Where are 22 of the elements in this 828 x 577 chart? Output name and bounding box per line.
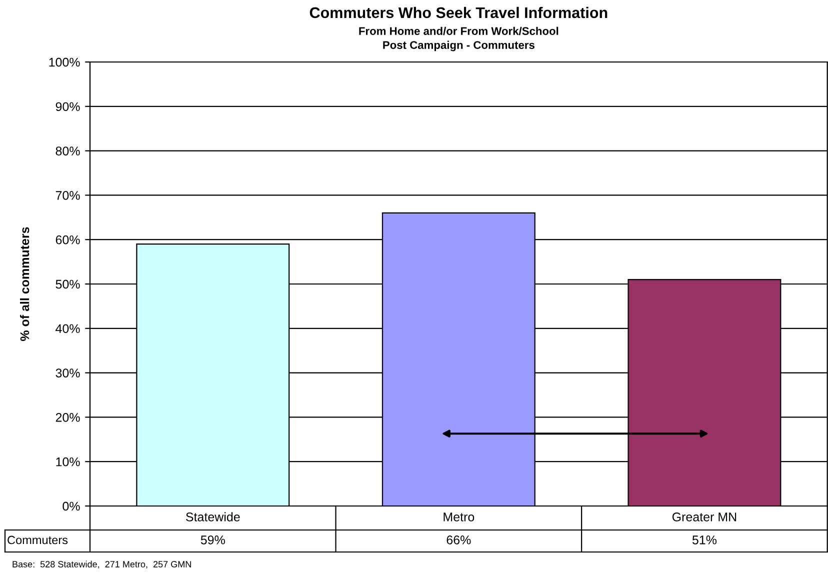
y-tick-label: 90% — [56, 102, 80, 112]
text: Base: 528 Statewide, 271 Metro, 257 GMN — [12, 560, 191, 568]
chart-subtitle: From Home and/or From Work/School Post Campaign - Commuters — [359, 26, 558, 52]
y-tick-label: 20% — [56, 413, 80, 422]
y-tick-label: 50% — [56, 280, 80, 289]
legend-label: Commuters — [8, 536, 68, 544]
y-tick-label: 0% — [62, 502, 80, 511]
y-tick-label: 100% — [49, 58, 80, 67]
y-tick-label: 60% — [56, 235, 80, 244]
y-tick-label: 10% — [56, 457, 80, 466]
data-label: 51% — [692, 536, 717, 544]
y-axis-title: % of all commuters — [20, 227, 30, 341]
y-tick-label: 70% — [56, 191, 80, 200]
x-tick-label: Statewide — [186, 512, 240, 522]
chart-title: Commuters Who Seek Travel Information — [310, 6, 608, 18]
data-label: 59% — [200, 536, 225, 544]
x-tick-label: Metro — [444, 512, 474, 522]
y-tick-label: 40% — [56, 324, 80, 334]
y-tick-label: 30% — [56, 368, 80, 378]
x-tick-label: Greater MN — [672, 512, 736, 522]
data-label: 66% — [446, 536, 471, 544]
y-tick-label: 80% — [56, 146, 80, 156]
